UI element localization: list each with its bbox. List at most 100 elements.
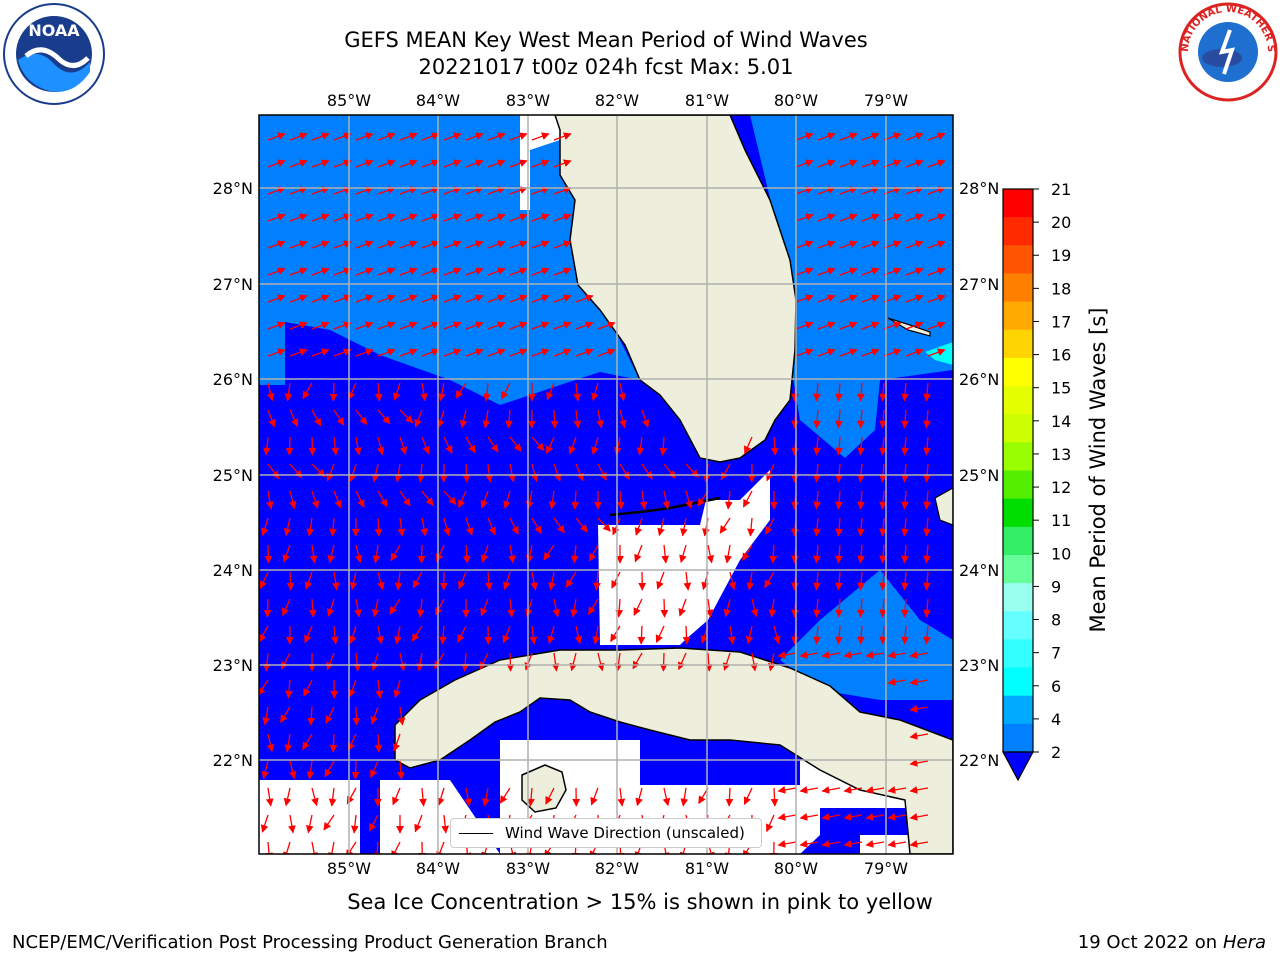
lat-label-right: 23°N xyxy=(959,656,999,675)
wind-wave-arrow xyxy=(879,382,887,402)
wind-wave-arrow xyxy=(682,625,691,645)
colorbar-segment xyxy=(1003,414,1033,443)
wind-wave-arrow xyxy=(839,240,858,249)
colorbar-segment xyxy=(1003,273,1033,303)
nws-logo: NATIONAL WEATHER SERVICE xyxy=(1174,0,1278,106)
wind-wave-arrow xyxy=(355,132,374,141)
wind-wave-arrow xyxy=(527,787,535,807)
lat-label-right: 24°N xyxy=(959,561,999,580)
wind-wave-arrow xyxy=(618,382,627,402)
wind-wave-arrow xyxy=(394,571,403,591)
wind-wave-arrow xyxy=(923,490,931,510)
wind-wave-arrow xyxy=(839,213,858,222)
wind-wave-arrow xyxy=(813,436,821,456)
wind-wave-arrow xyxy=(260,814,269,833)
wind-wave-arrow xyxy=(813,571,821,591)
wind-wave-arrow xyxy=(482,382,491,402)
wind-wave-arrow xyxy=(525,490,534,510)
wind-wave-arrow xyxy=(289,159,308,168)
wind-wave-arrow xyxy=(311,186,330,195)
colorbar-tick-label: 11 xyxy=(1051,511,1071,530)
wind-wave-arrow xyxy=(329,517,337,537)
wind-wave-arrow xyxy=(399,294,418,303)
wind-wave-arrow xyxy=(397,517,406,537)
wind-wave-arrow xyxy=(421,132,440,141)
wind-wave-arrow xyxy=(487,267,506,276)
wind-wave-arrow xyxy=(883,321,902,330)
wind-wave-arrow xyxy=(399,409,414,424)
wind-wave-arrow xyxy=(436,841,445,854)
wind-wave-arrow xyxy=(909,705,929,713)
colorbar-tick-label: 6 xyxy=(1051,677,1061,696)
wind-wave-arrow xyxy=(398,652,407,672)
wind-wave-arrow xyxy=(355,490,365,508)
wind-wave-arrow xyxy=(857,490,865,510)
wind-wave-arrow xyxy=(352,706,361,726)
wind-wave-arrow xyxy=(573,382,582,402)
wind-wave-arrow xyxy=(529,625,538,645)
wind-wave-arrow xyxy=(487,348,506,357)
wind-wave-arrow xyxy=(531,267,550,276)
wind-wave-arrow xyxy=(597,463,607,481)
wind-wave-arrow xyxy=(706,544,715,564)
wind-wave-arrow xyxy=(465,321,484,330)
colorbar-segment xyxy=(1003,498,1033,528)
wind-wave-arrow xyxy=(923,571,931,591)
wind-wave-arrow xyxy=(354,598,362,618)
map-legend: Wind Wave Direction (unscaled) xyxy=(450,818,762,848)
wind-wave-arrow xyxy=(843,786,863,794)
wind-wave-arrow xyxy=(328,787,337,807)
wind-wave-arrow xyxy=(311,490,320,509)
wind-wave-arrow xyxy=(927,348,946,357)
wind-wave-arrow xyxy=(326,463,335,482)
noaa-logo-text: NOAA xyxy=(28,21,80,40)
wind-wave-arrow xyxy=(459,409,468,429)
legend-line-sample xyxy=(459,832,493,834)
wind-wave-arrow xyxy=(289,348,308,357)
wind-wave-arrow xyxy=(879,463,887,483)
wind-wave-arrow xyxy=(769,544,778,564)
wind-wave-arrow xyxy=(308,598,317,618)
colorbar: 21 20 19 18 17 16 15 14 13 12 11 10 9 8 7 6 4 2 xyxy=(1001,180,1071,782)
wind-wave-arrow xyxy=(705,598,714,618)
lat-label-left: 26°N xyxy=(213,370,253,389)
colorbar-tick-label: 10 xyxy=(1051,544,1071,563)
colorbar-tick-label: 15 xyxy=(1051,379,1071,398)
wind-wave-arrow xyxy=(508,544,516,564)
wind-wave-arrow xyxy=(722,652,731,671)
wind-wave-arrow xyxy=(835,436,843,456)
wind-wave-arrow xyxy=(724,490,733,510)
wind-wave-arrow xyxy=(720,463,731,481)
wind-wave-arrow xyxy=(909,786,929,794)
wind-wave-arrow xyxy=(817,348,836,357)
wind-wave-arrow xyxy=(746,571,755,591)
wind-wave-arrow xyxy=(839,186,858,195)
wind-wave-arrow xyxy=(333,348,352,357)
wind-wave-arrow xyxy=(680,517,688,537)
wind-wave-arrow xyxy=(266,490,274,510)
wind-wave-arrow xyxy=(509,321,528,330)
wind-wave-arrow xyxy=(835,544,843,564)
wind-wave-arrow xyxy=(394,463,403,483)
colorbar-segment xyxy=(1003,386,1033,415)
wind-wave-arrow xyxy=(883,213,902,222)
wind-wave-arrow xyxy=(879,544,887,564)
wind-wave-arrow xyxy=(443,436,453,454)
wind-wave-arrow xyxy=(267,267,286,276)
wind-wave-arrow xyxy=(307,706,316,726)
wind-wave-arrow xyxy=(905,132,924,141)
wind-wave-arrow xyxy=(509,517,519,535)
wind-wave-arrow xyxy=(289,186,308,195)
wind-wave-arrow xyxy=(531,436,545,451)
wind-wave-arrow xyxy=(377,186,396,195)
wind-wave-arrow xyxy=(509,159,528,168)
wind-wave-arrow xyxy=(309,544,318,564)
wind-wave-arrow xyxy=(464,787,472,807)
wind-wave-arrow xyxy=(302,733,313,751)
wind-wave-arrow xyxy=(443,294,462,303)
masked-area xyxy=(300,780,360,854)
wind-wave-arrow xyxy=(399,436,408,455)
wind-wave-arrow xyxy=(588,544,599,562)
wind-wave-arrow xyxy=(883,159,902,168)
wind-wave-arrow xyxy=(487,240,506,249)
